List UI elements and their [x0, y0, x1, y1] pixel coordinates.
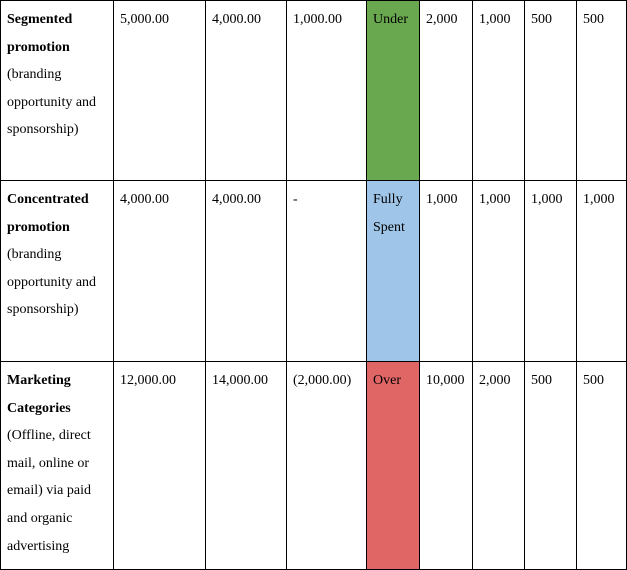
- q3-cell: 1,000: [524, 180, 577, 362]
- table-row: Concentrated promotion (branding opportu…: [0, 180, 627, 362]
- q3-cell: 500: [524, 0, 577, 181]
- actual-cell: 4,000.00: [205, 180, 287, 362]
- category-description: (branding opportunity and sponsorship): [7, 67, 97, 138]
- category-description: (branding opportunity and sponsorship): [7, 247, 97, 318]
- q3-cell: 500: [524, 361, 577, 570]
- budget-cell: 4,000.00: [113, 180, 206, 362]
- table-row: Segmented promotion (branding opportunit…: [0, 0, 627, 181]
- status-cell: Under: [366, 0, 420, 181]
- category-title: Concentrated promotion: [7, 192, 89, 235]
- budget-cell: 5,000.00: [113, 0, 206, 181]
- variance-cell: 1,000.00: [286, 0, 367, 181]
- q4-cell: 500: [576, 361, 627, 570]
- category-title: Marketing Categories: [7, 373, 71, 416]
- category-cell: Segmented promotion (branding opportunit…: [0, 0, 114, 181]
- category-cell: Concentrated promotion (branding opportu…: [0, 180, 114, 362]
- q1-cell: 2,000: [419, 0, 473, 181]
- q1-cell: 10,000: [419, 361, 473, 570]
- q2-cell: 1,000: [472, 0, 525, 181]
- q2-cell: 1,000: [472, 180, 525, 362]
- budget-cell: 12,000.00: [113, 361, 206, 570]
- q4-cell: 500: [576, 0, 627, 181]
- q2-cell: 2,000: [472, 361, 525, 570]
- category-description: (Offline, direct mail, online or email) …: [7, 428, 91, 554]
- category-title: Segmented promotion: [7, 12, 73, 55]
- variance-cell: (2,000.00): [286, 361, 367, 570]
- q1-cell: 1,000: [419, 180, 473, 362]
- q4-cell: 1,000: [576, 180, 627, 362]
- status-cell: Over: [366, 361, 420, 570]
- variance-cell: -: [286, 180, 367, 362]
- status-cell: Fully Spent: [366, 180, 420, 362]
- actual-cell: 14,000.00: [205, 361, 287, 570]
- category-cell: Marketing Categories (Offline, direct ma…: [0, 361, 114, 570]
- actual-cell: 4,000.00: [205, 0, 287, 181]
- table-row: Marketing Categories (Offline, direct ma…: [0, 361, 627, 570]
